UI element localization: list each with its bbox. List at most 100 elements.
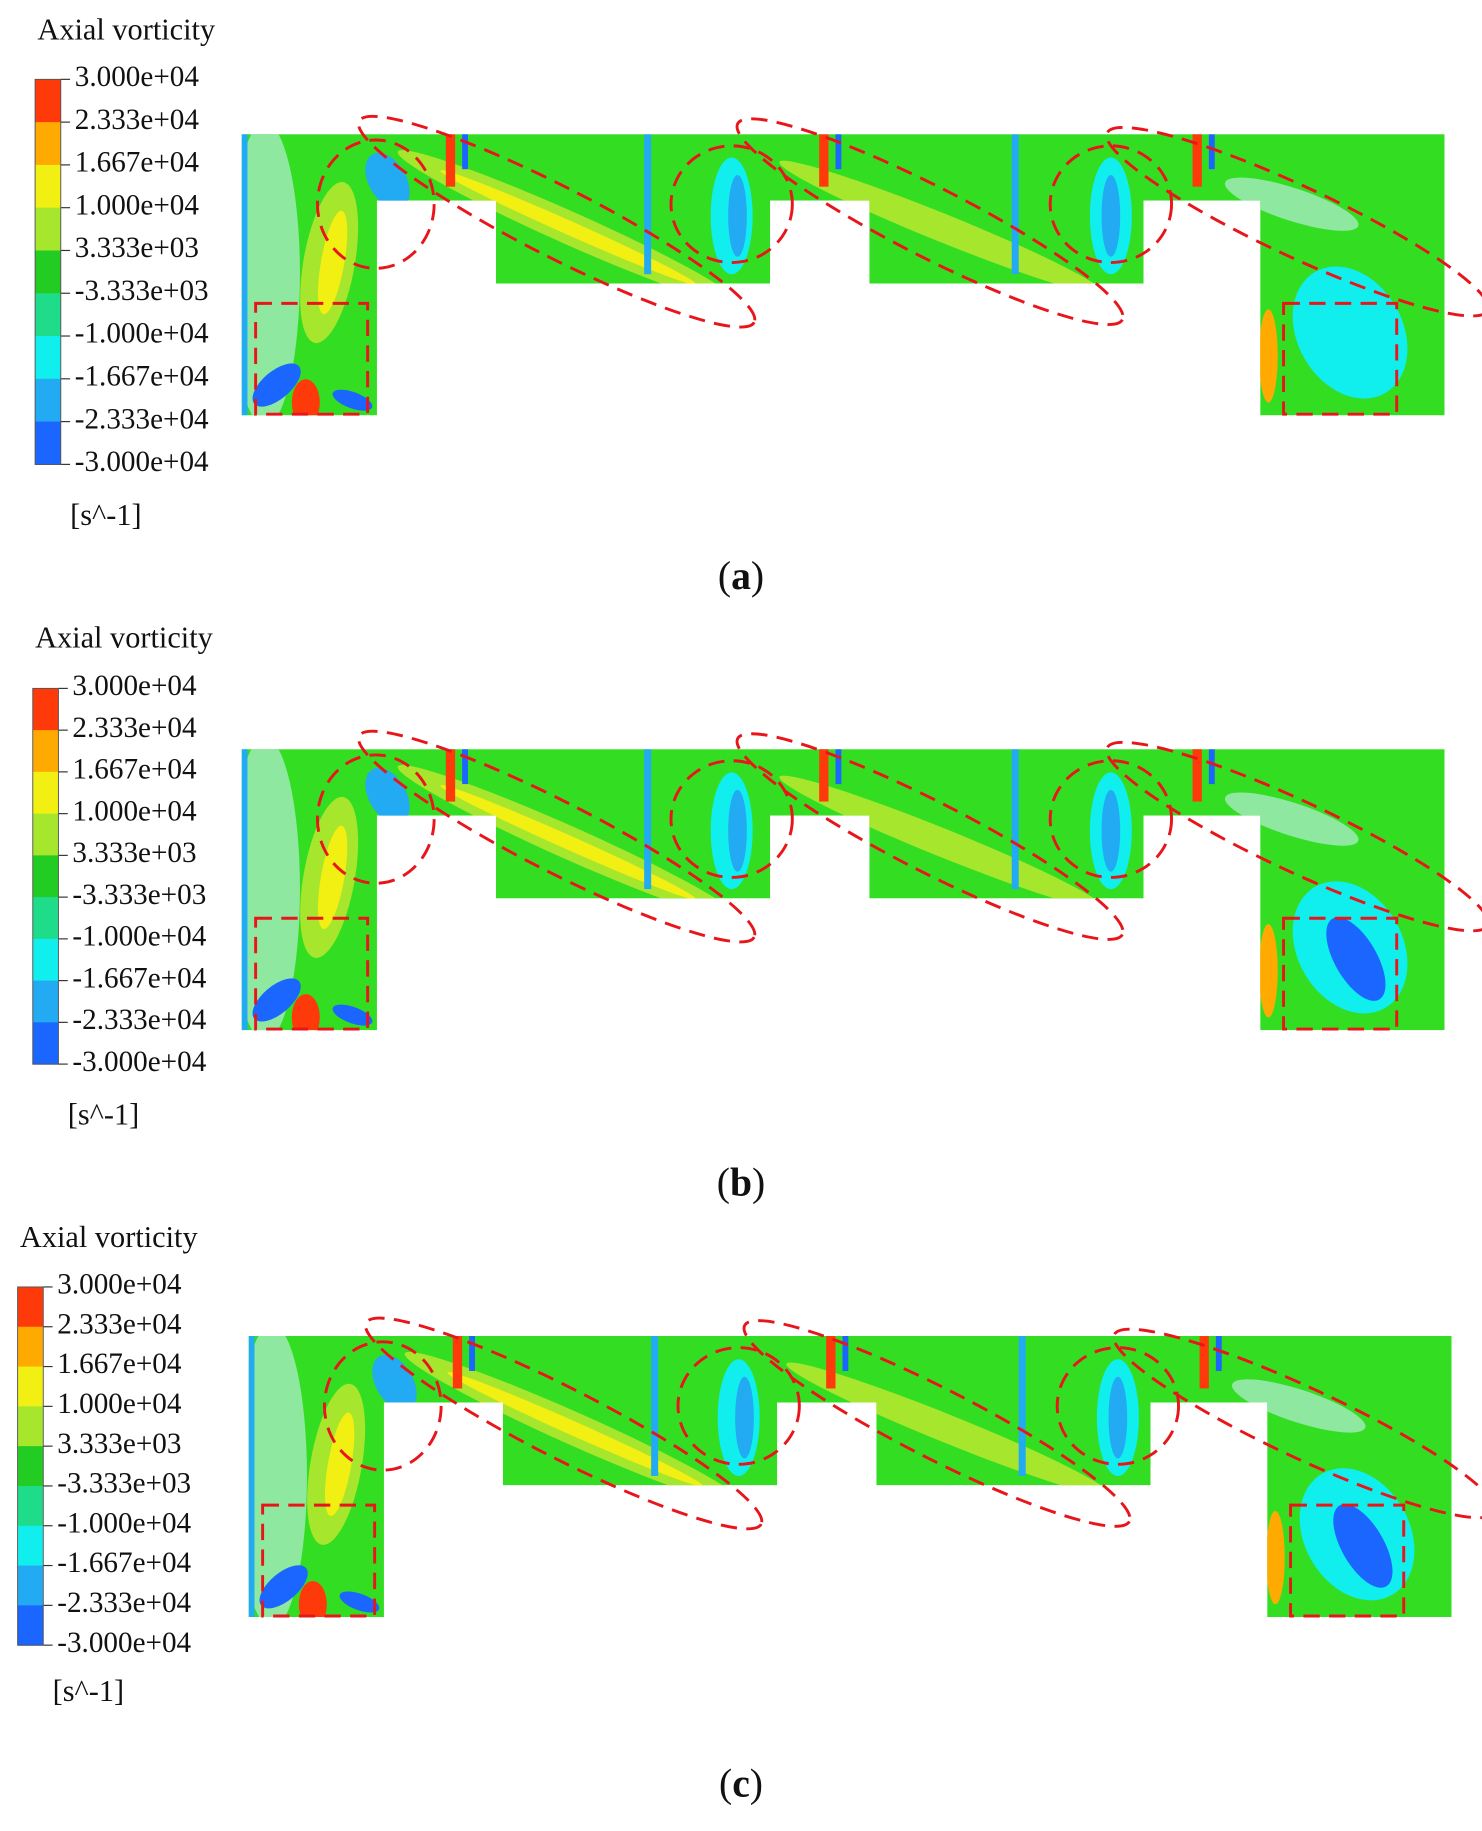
highlight-ellipse	[316, 753, 436, 885]
highlight-box	[254, 916, 370, 1031]
vortex	[1224, 177, 1359, 231]
highlight-ellipse	[323, 1340, 443, 1472]
colorbar-label: -1.667e+04	[57, 1547, 191, 1579]
highlight-box	[1282, 301, 1399, 416]
highlight-ellipse	[742, 1319, 1132, 1528]
colorbar-band	[35, 122, 61, 166]
vortex	[1259, 924, 1278, 1018]
slot-edge	[644, 749, 652, 890]
colorbar-label: 3.000e+04	[72, 670, 197, 702]
vortex	[779, 775, 1105, 910]
caption: (a)	[718, 554, 764, 598]
panel: Axial vorticity 3.000e+04 2.333e+04 1.667e+…	[32, 621, 1482, 1205]
panel: Axial vorticity 3.000e+04 2.333e+04 1.667e+…	[34, 13, 1482, 598]
vortex	[317, 210, 348, 315]
wall-edge	[241, 749, 248, 1031]
field	[241, 134, 1445, 416]
vortex	[1326, 302, 1386, 386]
caption-part: (	[719, 1762, 732, 1806]
wall-edge	[248, 1335, 255, 1618]
highlight-ellipse	[1048, 759, 1173, 879]
wall-edge	[241, 134, 248, 416]
blade	[1192, 134, 1202, 187]
colorbar-band	[17, 1326, 44, 1368]
colorbar-band	[32, 980, 59, 1023]
colorbar-label: 3.333e+03	[75, 232, 199, 264]
colorbar-label: 1.000e+04	[75, 189, 200, 221]
vortex	[1259, 309, 1278, 403]
colorbar-label: 2.333e+04	[72, 712, 197, 744]
blade-edge	[842, 1335, 849, 1371]
blade	[452, 1335, 463, 1389]
caption-part: )	[751, 554, 764, 598]
vortex	[735, 1376, 754, 1459]
colorbar-label: 2.333e+04	[75, 104, 200, 136]
caption: (b)	[717, 1161, 766, 1205]
colorbar-band	[35, 79, 61, 123]
caption-part: c	[732, 1762, 750, 1806]
slot-edge	[1018, 1335, 1026, 1476]
highlight-box	[1289, 1503, 1406, 1618]
colorbar-band	[35, 378, 61, 423]
contour-plot	[241, 729, 1482, 1031]
colorbar-band	[35, 250, 61, 294]
vortex	[1266, 1510, 1285, 1605]
slot-edge	[1011, 749, 1019, 890]
legend-title: Axial vorticity	[35, 621, 214, 655]
colorbar-band	[32, 1022, 59, 1065]
vortex	[291, 994, 320, 1031]
blade-edge	[835, 134, 842, 170]
colorbar-label: -3.333e+03	[57, 1468, 191, 1500]
blade-edge	[835, 749, 842, 785]
highlight-ellipse	[1112, 1327, 1482, 1520]
colorbar-label: -1.667e+04	[75, 360, 209, 392]
colorbar-label: -3.333e+03	[72, 879, 206, 911]
colorbar-label: -2.333e+04	[75, 403, 209, 435]
vortex	[440, 170, 697, 285]
colorbar-band	[35, 164, 61, 209]
colorbar-frame	[17, 1286, 44, 1646]
caption: (c)	[719, 1762, 763, 1806]
unit-label: [s^-1]	[70, 498, 142, 532]
highlight-ellipse	[316, 138, 436, 270]
vortex	[728, 175, 747, 257]
colorbar-band	[32, 771, 59, 815]
highlight-ellipse	[1055, 1346, 1180, 1466]
slot-edge	[1011, 134, 1019, 275]
field	[248, 1335, 1452, 1618]
vortex	[786, 1362, 1112, 1497]
colorbar-band	[17, 1446, 44, 1487]
vortex	[252, 978, 301, 1022]
highlight-box	[1282, 916, 1399, 1031]
legend-title: Axial vorticity	[20, 1220, 199, 1254]
colorbar-label: 3.000e+04	[75, 61, 200, 93]
vortex	[339, 1591, 380, 1613]
colorbar-band	[32, 813, 59, 856]
colorbar-band	[32, 897, 59, 940]
colorbar-label: 1.667e+04	[72, 754, 197, 786]
blade-edge	[1215, 1335, 1222, 1371]
colorbar-label: -2.333e+04	[72, 1004, 206, 1036]
colorbar-label: 3.000e+04	[57, 1269, 182, 1301]
colorbar-label: -3.000e+04	[57, 1627, 191, 1659]
colorbar-band	[17, 1286, 44, 1328]
colorbar-band	[32, 730, 59, 773]
caption-part: b	[730, 1161, 752, 1205]
vortex	[259, 1565, 308, 1609]
vortex	[447, 1371, 704, 1487]
highlight-ellipse	[669, 144, 794, 264]
vortex	[298, 1580, 327, 1618]
contour-plot	[248, 1316, 1482, 1618]
blade	[1199, 1335, 1209, 1389]
highlight-box	[254, 301, 370, 416]
colorbar-label: -3.000e+04	[75, 446, 209, 478]
colorbar-band	[17, 1565, 44, 1606]
highlight-ellipse	[1048, 144, 1173, 264]
highlight-ellipse	[676, 1346, 801, 1466]
colorbar-band	[35, 293, 61, 337]
slot-edge	[644, 134, 652, 275]
vortex	[252, 363, 301, 407]
caption-part: (	[718, 554, 731, 598]
colorbar-frame	[34, 78, 62, 465]
